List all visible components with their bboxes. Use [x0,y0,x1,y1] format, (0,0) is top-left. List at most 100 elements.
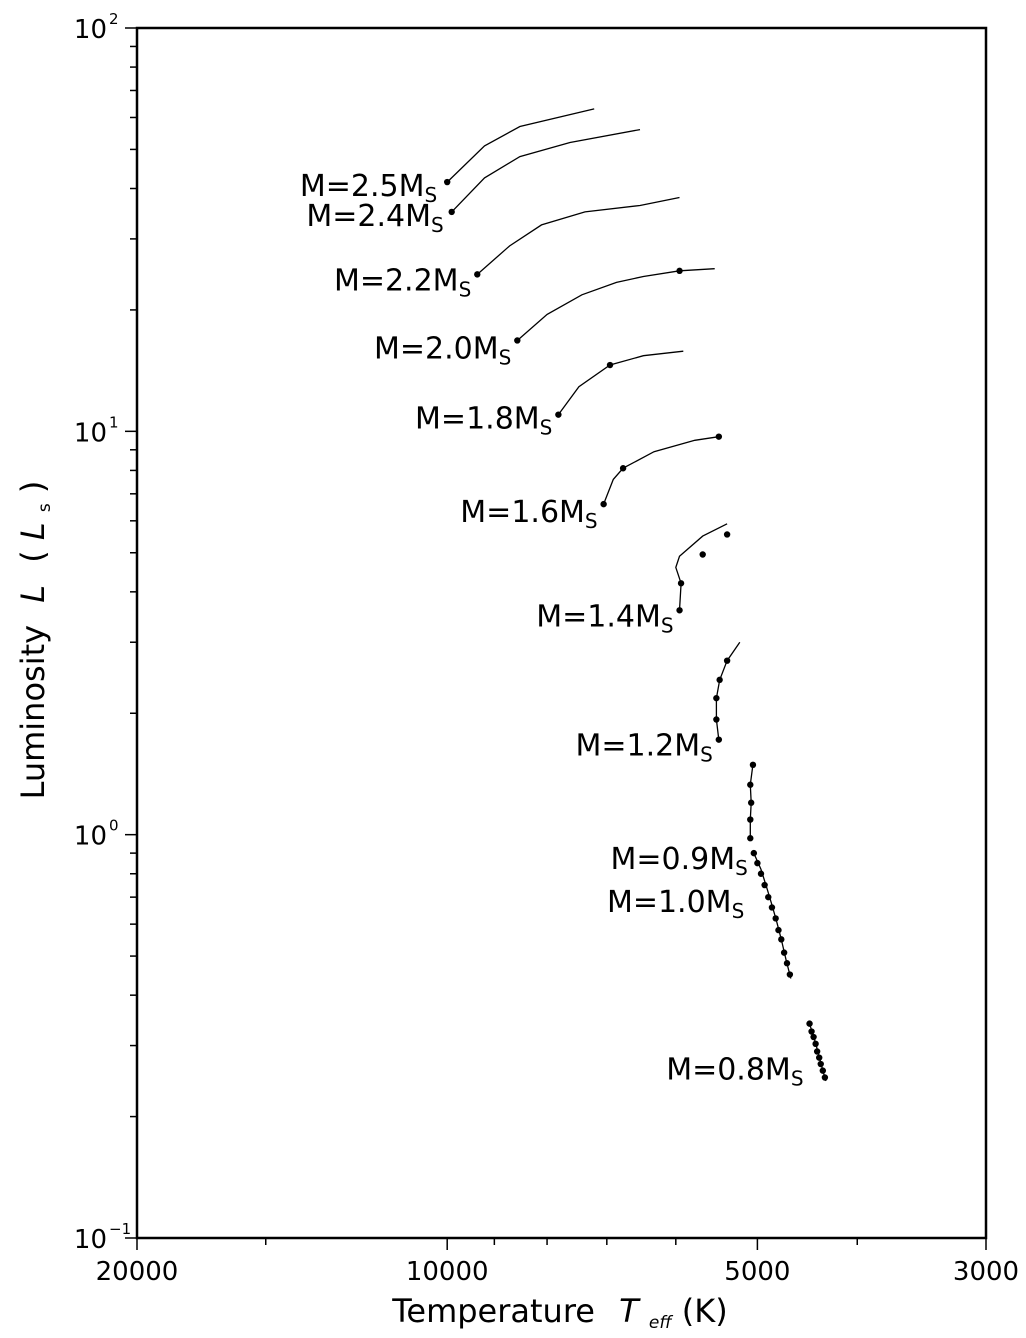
y-axis-unit-symbol: L [14,522,52,540]
y-tick-label: 10 [74,15,107,45]
mass-label-text: M=2.5M [300,169,425,204]
y-axis-unit-close: ) [14,481,52,493]
x-axis-title: Temperature T eff (K) [391,1292,727,1336]
y-tick-label: 10 [74,418,107,448]
mass-label-subscript: S [732,899,745,923]
track-line [476,196,680,275]
mass-label-text: M=1.4M [536,599,661,634]
track-point [757,870,765,877]
track-group [448,128,641,216]
mass-label-text: M=1.0M [607,885,732,920]
y-axis-symbol: L [14,585,52,603]
mass-label: M=1.6MS [460,495,597,533]
track-point [747,816,754,823]
track-point [619,465,627,472]
track-point [812,1040,819,1048]
mass-label-text: M=1.8M [415,402,540,437]
mass-label-subscript: S [661,613,674,637]
track-point [747,799,755,806]
track-point [676,607,683,614]
track-point [808,1028,815,1035]
track-point [606,361,614,369]
track-point [765,893,772,901]
track-point [819,1067,827,1074]
mass-label-text: M=0.9M [611,842,736,877]
track-group [747,761,757,842]
mass-label: M=1.0MS [607,885,744,923]
y-axis-unit-sub: s [35,503,55,512]
x-tick-label: 20000 [96,1257,179,1287]
track-point [676,267,683,275]
track-point [775,926,782,934]
mass-label: M=0.8MS [666,1053,803,1091]
track-line [451,128,641,213]
x-axis-ticks: 20000 10000 5000 3000 [96,1238,1019,1287]
track-group [443,108,595,186]
evolutionary-tracks [443,108,829,1082]
track-point [778,936,785,943]
track-point [768,904,776,911]
track-group [806,1020,829,1082]
track-point [514,337,521,344]
track-line [557,350,684,415]
x-tick-label: 5000 [724,1257,790,1287]
x-axis-symbol: T [619,1292,641,1330]
track-point [677,580,685,587]
mass-label-subscript: S [424,183,437,207]
y-tick-label: 10 [74,822,107,852]
mass-label-subscript: S [791,1067,804,1091]
mass-label: M=1.2MS [576,729,713,767]
mass-label-subscript: S [459,277,472,301]
y-axis-label: Luminosity [14,625,52,800]
track-point [443,178,451,186]
mass-label-subscript: S [540,416,553,440]
mass-label-text: M=1.2M [576,729,701,764]
x-axis-unit: (K) [682,1292,728,1330]
track-point [713,716,720,723]
mass-label: M=2.2MS [334,263,471,301]
track-point [772,915,779,922]
mass-label: M=1.4MS [536,599,673,637]
track-point [747,835,754,842]
track-line [602,436,719,505]
mass-label: M=2.4MS [306,199,443,237]
track-group [474,196,680,278]
mass-label-text: M=2.0M [374,331,499,366]
track-group [750,849,794,979]
track-point [750,849,758,857]
track-point [699,551,706,558]
mass-label: M=2.0MS [374,331,511,369]
track-group [600,433,723,508]
track-point [749,761,757,769]
track-point [448,208,455,216]
track-point [821,1074,829,1081]
mass-label: M=0.9MS [611,842,748,880]
mass-label-text: M=0.8M [666,1053,791,1088]
track-point [786,971,794,978]
track-point [723,657,731,664]
track-group [555,350,684,418]
track-point [715,433,723,440]
mass-label-text: M=1.6M [460,495,585,530]
track-point [783,960,791,967]
mass-label-subscript: S [735,856,748,880]
track-line [446,108,595,183]
track-line [715,641,741,740]
x-tick-label: 10000 [406,1257,489,1287]
track-point [713,694,720,702]
mass-label-text: M=2.2M [334,263,459,298]
y-tick-exponent: 2 [109,10,119,28]
track-point [474,271,481,278]
track-group [675,523,731,614]
mass-label: M=2.5MS [300,169,437,207]
track-point [723,531,731,538]
mass-labels: M=2.5MSM=2.4MSM=2.2MSM=2.0MSM=1.8MSM=1.6… [300,169,804,1091]
track-point [716,676,723,684]
track-point [780,949,788,956]
y-tick-exponent: 0 [109,817,119,835]
mass-label-subscript: S [700,743,713,767]
x-tick-label: 3000 [953,1257,1019,1287]
plot-frame [135,26,988,1240]
